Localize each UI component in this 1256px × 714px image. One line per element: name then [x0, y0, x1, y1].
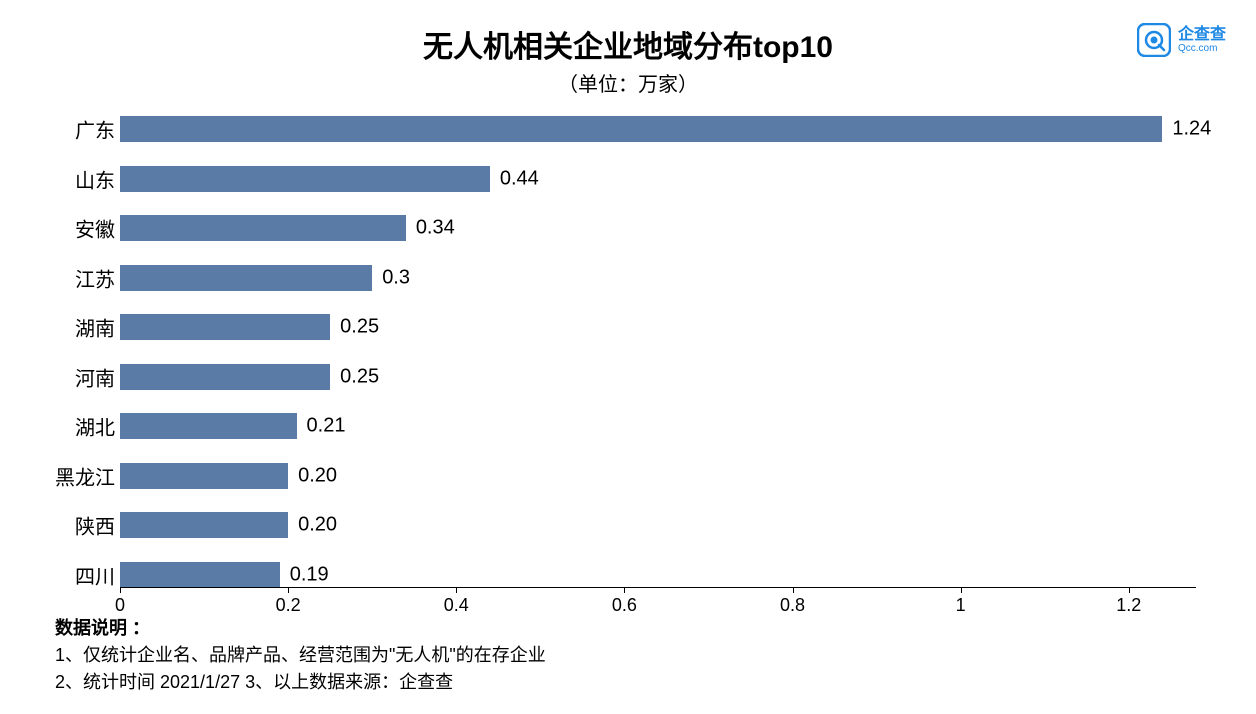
y-axis-label: 江苏: [30, 263, 115, 292]
x-tick-label: 1.2: [1116, 595, 1141, 616]
x-tick: [961, 587, 962, 593]
footer-notes: 数据说明 ： 1、仅统计企业名、品牌产品、经营范围为"无人机"的在存企业 2、统…: [55, 615, 546, 696]
y-axis-label: 河南: [30, 362, 115, 391]
x-tick: [1129, 587, 1130, 593]
bar: 0.21: [120, 413, 297, 439]
bar-value-label: 0.21: [307, 415, 346, 438]
bar-value-label: 0.20: [298, 464, 337, 487]
y-axis-label: 山东: [30, 164, 115, 193]
x-tick-label: 0.4: [444, 595, 469, 616]
bar: 0.20: [120, 512, 288, 538]
bar-value-label: 0.44: [500, 167, 539, 190]
logo-text-en: Qcc.com: [1178, 43, 1226, 54]
chart-subtitle: （单位：万家）: [30, 68, 1226, 97]
bar: 0.19: [120, 562, 280, 588]
logo: 企查查 Qcc.com: [1136, 22, 1226, 58]
x-tick: [120, 587, 121, 593]
x-tick: [288, 587, 289, 593]
bar: 0.25: [120, 364, 330, 390]
logo-icon: [1136, 22, 1172, 58]
y-axis-label: 广东: [30, 115, 115, 144]
y-axis-label: 四川: [30, 561, 115, 590]
x-tick-label: 0: [115, 595, 125, 616]
bar-value-label: 0.3: [382, 266, 410, 289]
chart-title: 无人机相关企业地域分布top10: [30, 22, 1226, 66]
footer-line-1: 1、仅统计企业名、品牌产品、经营范围为"无人机"的在存企业: [55, 642, 546, 669]
x-axis-line: [120, 587, 1196, 588]
y-axis-label: 湖北: [30, 412, 115, 441]
logo-text: 企查查 Qcc.com: [1178, 26, 1226, 55]
bar: 0.34: [120, 215, 406, 241]
bar: 0.44: [120, 166, 490, 192]
x-tick-label: 0.6: [612, 595, 637, 616]
y-axis-label: 陕西: [30, 511, 115, 540]
logo-text-cn: 企查查: [1178, 26, 1226, 44]
x-tick: [793, 587, 794, 593]
plot-area: 1.24 0.44 0.34 0.3 0.25 0.25 0.21 0.20 0.20 0.19: [120, 107, 1196, 587]
bar: 0.25: [120, 314, 330, 340]
title-block: 无人机相关企业地域分布top10 （单位：万家）: [30, 22, 1226, 97]
y-axis-label: 黑龙江: [30, 461, 115, 490]
x-tick-label: 0.2: [276, 595, 301, 616]
bar-value-label: 1.24: [1172, 118, 1211, 141]
bar-value-label: 0.25: [340, 365, 379, 388]
bar: 0.20: [120, 463, 288, 489]
footer-heading: 数据说明 ：: [55, 615, 546, 642]
bar: 0.3: [120, 265, 372, 291]
x-tick: [456, 587, 457, 593]
bar-value-label: 0.34: [416, 217, 455, 240]
x-tick-label: 0.8: [780, 595, 805, 616]
x-tick-label: 1: [956, 595, 966, 616]
bar-value-label: 0.20: [298, 514, 337, 537]
y-axis-label: 安徽: [30, 214, 115, 243]
bar-value-label: 0.19: [290, 564, 329, 587]
bar-value-label: 0.25: [340, 316, 379, 339]
y-axis-label: 湖南: [30, 313, 115, 342]
bar: 1.24: [120, 116, 1162, 142]
x-tick: [624, 587, 625, 593]
chart-area: 广东山东安徽江苏湖南河南湖北黑龙江陕西四川 1.24 0.44 0.34 0.3 0.2…: [30, 107, 1226, 627]
footer-line-2: 2、统计时间 2021/1/27 3、以上数据来源：企查查: [55, 669, 546, 696]
y-axis-labels: 广东山东安徽江苏湖南河南湖北黑龙江陕西四川: [30, 107, 115, 587]
